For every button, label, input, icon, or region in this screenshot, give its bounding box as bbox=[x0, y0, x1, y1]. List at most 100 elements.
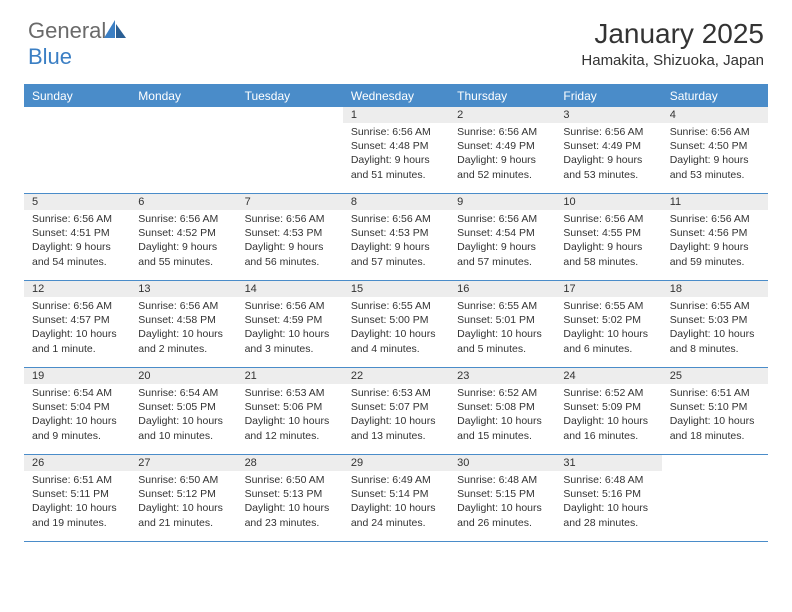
day-cell: 14Sunrise: 6:56 AMSunset: 4:59 PMDayligh… bbox=[237, 281, 343, 367]
day-cell: 13Sunrise: 6:56 AMSunset: 4:58 PMDayligh… bbox=[130, 281, 236, 367]
daylight-text: Daylight: 10 hours and 9 minutes. bbox=[32, 414, 122, 442]
sunset-text: Sunset: 5:04 PM bbox=[32, 400, 122, 414]
day-number: 24 bbox=[555, 368, 661, 384]
day-cell: 17Sunrise: 6:55 AMSunset: 5:02 PMDayligh… bbox=[555, 281, 661, 367]
day-number: 25 bbox=[662, 368, 768, 384]
sunrise-text: Sunrise: 6:56 AM bbox=[245, 299, 335, 313]
sunset-text: Sunset: 5:02 PM bbox=[563, 313, 653, 327]
daylight-text: Daylight: 10 hours and 3 minutes. bbox=[245, 327, 335, 355]
sunset-text: Sunset: 4:55 PM bbox=[563, 226, 653, 240]
sunset-text: Sunset: 4:57 PM bbox=[32, 313, 122, 327]
day-number: 10 bbox=[555, 194, 661, 210]
week-row: 1Sunrise: 6:56 AMSunset: 4:48 PMDaylight… bbox=[24, 107, 768, 194]
day-number: 27 bbox=[130, 455, 236, 471]
daylight-text: Daylight: 9 hours and 58 minutes. bbox=[563, 240, 653, 268]
sunset-text: Sunset: 5:09 PM bbox=[563, 400, 653, 414]
sunset-text: Sunset: 4:53 PM bbox=[245, 226, 335, 240]
day-info: Sunrise: 6:55 AMSunset: 5:02 PMDaylight:… bbox=[555, 297, 661, 356]
page-header: General Blue January 2025 Hamakita, Shiz… bbox=[0, 0, 792, 78]
day-cell: 2Sunrise: 6:56 AMSunset: 4:49 PMDaylight… bbox=[449, 107, 555, 193]
sunrise-text: Sunrise: 6:52 AM bbox=[563, 386, 653, 400]
sunrise-text: Sunrise: 6:56 AM bbox=[670, 212, 760, 226]
day-info: Sunrise: 6:55 AMSunset: 5:03 PMDaylight:… bbox=[662, 297, 768, 356]
day-cell: 4Sunrise: 6:56 AMSunset: 4:50 PMDaylight… bbox=[662, 107, 768, 193]
sunrise-text: Sunrise: 6:56 AM bbox=[245, 212, 335, 226]
day-cell bbox=[662, 455, 768, 541]
day-cell: 15Sunrise: 6:55 AMSunset: 5:00 PMDayligh… bbox=[343, 281, 449, 367]
sunrise-text: Sunrise: 6:56 AM bbox=[351, 125, 441, 139]
sunrise-text: Sunrise: 6:53 AM bbox=[351, 386, 441, 400]
day-info: Sunrise: 6:56 AMSunset: 4:50 PMDaylight:… bbox=[662, 123, 768, 182]
sunrise-text: Sunrise: 6:55 AM bbox=[351, 299, 441, 313]
day-info: Sunrise: 6:54 AMSunset: 5:05 PMDaylight:… bbox=[130, 384, 236, 443]
daylight-text: Daylight: 10 hours and 24 minutes. bbox=[351, 501, 441, 529]
day-number bbox=[24, 107, 130, 123]
day-cell: 23Sunrise: 6:52 AMSunset: 5:08 PMDayligh… bbox=[449, 368, 555, 454]
sunset-text: Sunset: 4:49 PM bbox=[457, 139, 547, 153]
location-label: Hamakita, Shizuoka, Japan bbox=[581, 52, 764, 69]
sunset-text: Sunset: 4:51 PM bbox=[32, 226, 122, 240]
daylight-text: Daylight: 10 hours and 21 minutes. bbox=[138, 501, 228, 529]
sunset-text: Sunset: 5:14 PM bbox=[351, 487, 441, 501]
day-number: 28 bbox=[237, 455, 343, 471]
day-number: 26 bbox=[24, 455, 130, 471]
day-cell: 19Sunrise: 6:54 AMSunset: 5:04 PMDayligh… bbox=[24, 368, 130, 454]
sunrise-text: Sunrise: 6:56 AM bbox=[670, 125, 760, 139]
week-row: 19Sunrise: 6:54 AMSunset: 5:04 PMDayligh… bbox=[24, 368, 768, 455]
daylight-text: Daylight: 10 hours and 2 minutes. bbox=[138, 327, 228, 355]
day-info: Sunrise: 6:52 AMSunset: 5:08 PMDaylight:… bbox=[449, 384, 555, 443]
day-cell bbox=[237, 107, 343, 193]
sunrise-text: Sunrise: 6:56 AM bbox=[563, 125, 653, 139]
sunrise-text: Sunrise: 6:51 AM bbox=[670, 386, 760, 400]
day-cell: 29Sunrise: 6:49 AMSunset: 5:14 PMDayligh… bbox=[343, 455, 449, 541]
day-number: 7 bbox=[237, 194, 343, 210]
day-cell: 1Sunrise: 6:56 AMSunset: 4:48 PMDaylight… bbox=[343, 107, 449, 193]
daylight-text: Daylight: 10 hours and 8 minutes. bbox=[670, 327, 760, 355]
day-headers-row: Sunday Monday Tuesday Wednesday Thursday… bbox=[24, 85, 768, 107]
sunset-text: Sunset: 5:15 PM bbox=[457, 487, 547, 501]
day-cell: 28Sunrise: 6:50 AMSunset: 5:13 PMDayligh… bbox=[237, 455, 343, 541]
sunset-text: Sunset: 5:13 PM bbox=[245, 487, 335, 501]
day-number: 20 bbox=[130, 368, 236, 384]
daylight-text: Daylight: 9 hours and 59 minutes. bbox=[670, 240, 760, 268]
day-cell: 16Sunrise: 6:55 AMSunset: 5:01 PMDayligh… bbox=[449, 281, 555, 367]
day-cell: 9Sunrise: 6:56 AMSunset: 4:54 PMDaylight… bbox=[449, 194, 555, 280]
daylight-text: Daylight: 10 hours and 5 minutes. bbox=[457, 327, 547, 355]
sunset-text: Sunset: 5:00 PM bbox=[351, 313, 441, 327]
day-info: Sunrise: 6:56 AMSunset: 4:53 PMDaylight:… bbox=[237, 210, 343, 269]
sunset-text: Sunset: 5:06 PM bbox=[245, 400, 335, 414]
sunset-text: Sunset: 4:48 PM bbox=[351, 139, 441, 153]
day-header: Monday bbox=[130, 85, 236, 107]
calendar: Sunday Monday Tuesday Wednesday Thursday… bbox=[24, 84, 768, 542]
day-cell: 27Sunrise: 6:50 AMSunset: 5:12 PMDayligh… bbox=[130, 455, 236, 541]
day-cell: 3Sunrise: 6:56 AMSunset: 4:49 PMDaylight… bbox=[555, 107, 661, 193]
day-info: Sunrise: 6:54 AMSunset: 5:04 PMDaylight:… bbox=[24, 384, 130, 443]
day-info: Sunrise: 6:53 AMSunset: 5:06 PMDaylight:… bbox=[237, 384, 343, 443]
sunset-text: Sunset: 4:53 PM bbox=[351, 226, 441, 240]
sunset-text: Sunset: 5:01 PM bbox=[457, 313, 547, 327]
day-number: 4 bbox=[662, 107, 768, 123]
sunrise-text: Sunrise: 6:55 AM bbox=[457, 299, 547, 313]
day-info: Sunrise: 6:51 AMSunset: 5:10 PMDaylight:… bbox=[662, 384, 768, 443]
day-info: Sunrise: 6:56 AMSunset: 4:59 PMDaylight:… bbox=[237, 297, 343, 356]
daylight-text: Daylight: 10 hours and 19 minutes. bbox=[32, 501, 122, 529]
day-info: Sunrise: 6:56 AMSunset: 4:52 PMDaylight:… bbox=[130, 210, 236, 269]
sunrise-text: Sunrise: 6:56 AM bbox=[457, 212, 547, 226]
daylight-text: Daylight: 9 hours and 57 minutes. bbox=[351, 240, 441, 268]
day-cell bbox=[130, 107, 236, 193]
logo-text: General Blue bbox=[28, 18, 126, 70]
day-number: 13 bbox=[130, 281, 236, 297]
day-cell: 26Sunrise: 6:51 AMSunset: 5:11 PMDayligh… bbox=[24, 455, 130, 541]
day-info: Sunrise: 6:48 AMSunset: 5:15 PMDaylight:… bbox=[449, 471, 555, 530]
daylight-text: Daylight: 9 hours and 53 minutes. bbox=[563, 153, 653, 181]
daylight-text: Daylight: 9 hours and 51 minutes. bbox=[351, 153, 441, 181]
day-header: Wednesday bbox=[343, 85, 449, 107]
day-number: 8 bbox=[343, 194, 449, 210]
week-row: 5Sunrise: 6:56 AMSunset: 4:51 PMDaylight… bbox=[24, 194, 768, 281]
sunset-text: Sunset: 4:56 PM bbox=[670, 226, 760, 240]
sunrise-text: Sunrise: 6:55 AM bbox=[670, 299, 760, 313]
day-number: 29 bbox=[343, 455, 449, 471]
day-info: Sunrise: 6:50 AMSunset: 5:13 PMDaylight:… bbox=[237, 471, 343, 530]
day-number: 14 bbox=[237, 281, 343, 297]
daylight-text: Daylight: 9 hours and 55 minutes. bbox=[138, 240, 228, 268]
